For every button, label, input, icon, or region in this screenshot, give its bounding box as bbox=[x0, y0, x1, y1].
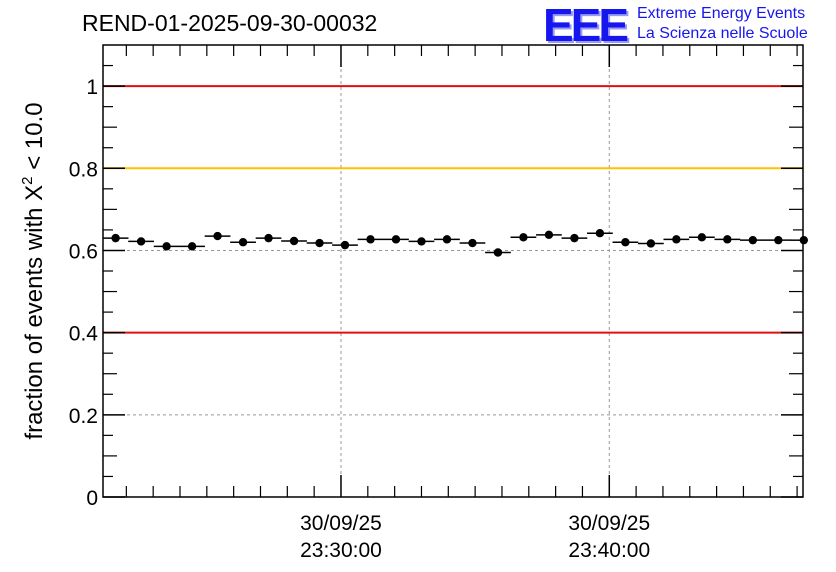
x-tick-date-label: 30/09/25 bbox=[568, 512, 650, 535]
data-point bbox=[799, 235, 809, 245]
y-axis-title-prefix: fraction of events with bbox=[21, 201, 48, 440]
data-point bbox=[748, 235, 758, 245]
logo-line-1: Extreme Energy Events bbox=[637, 5, 806, 22]
data-point bbox=[264, 233, 273, 243]
y-axis-title-symbol: X bbox=[21, 185, 48, 201]
data-point bbox=[136, 237, 146, 246]
data-point bbox=[774, 235, 783, 245]
data-point bbox=[570, 233, 579, 243]
data-point bbox=[723, 235, 732, 244]
data-point bbox=[493, 248, 503, 257]
data-point bbox=[417, 237, 426, 246]
data-point bbox=[391, 235, 401, 244]
logo-line-2: La Scienza nelle Scuole bbox=[637, 25, 808, 42]
grid-layer bbox=[103, 45, 803, 497]
y-axis-title-suffix: < 10.0 bbox=[21, 102, 48, 176]
data-point bbox=[111, 233, 120, 243]
data-point bbox=[442, 235, 452, 244]
x-tick-time-label: 23:30:00 bbox=[300, 539, 382, 562]
data-point bbox=[646, 239, 656, 248]
data-point bbox=[366, 235, 375, 244]
y-tick-label: 1 bbox=[86, 76, 98, 99]
data-point bbox=[621, 238, 630, 247]
reference-lines bbox=[103, 85, 803, 334]
y-axis-title: fraction of events with X2 < 10.0 bbox=[19, 102, 48, 439]
axis-labels: 0 0.2 0.4 0.6 0.8 1 30/09/25 23:30:00 30/09/25 23… bbox=[69, 76, 650, 562]
data-point bbox=[162, 242, 171, 251]
y-tick-label: 0.6 bbox=[69, 240, 98, 263]
data-point bbox=[289, 236, 299, 246]
data-point bbox=[544, 230, 554, 240]
data-point bbox=[697, 233, 707, 242]
y-tick-label: 0.8 bbox=[69, 158, 98, 181]
data-point bbox=[519, 233, 528, 242]
data-series bbox=[103, 228, 809, 257]
y-tick-label: 0.4 bbox=[69, 323, 99, 346]
data-point bbox=[672, 235, 681, 244]
x-tick-time-label: 23:40:00 bbox=[568, 539, 650, 562]
chart-title: REND-01-2025-09-30-00032 bbox=[82, 10, 378, 36]
y-axis-title-sup: 2 bbox=[19, 176, 36, 184]
data-point bbox=[213, 231, 222, 241]
eee-logo-mark: EEE bbox=[543, 0, 629, 51]
x-tick-date-label: 30/09/25 bbox=[300, 512, 382, 535]
data-point bbox=[315, 238, 324, 248]
y-tick-label: 0 bbox=[86, 487, 98, 510]
y-tick-label: 0.2 bbox=[69, 405, 98, 428]
data-point bbox=[595, 228, 605, 238]
data-point bbox=[340, 240, 350, 250]
data-point bbox=[468, 238, 477, 248]
eee-logo: EEE Extreme Energy Events La Scienza nel… bbox=[543, 0, 833, 51]
data-point bbox=[238, 238, 248, 247]
data-point bbox=[187, 242, 197, 251]
axis-ticks bbox=[103, 45, 803, 498]
plot-frame bbox=[102, 44, 804, 498]
